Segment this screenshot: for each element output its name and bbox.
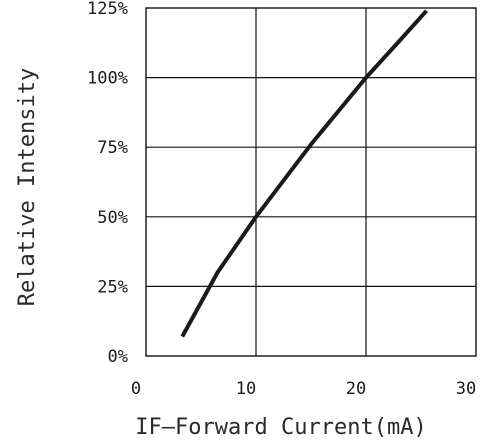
y-axis-label: Relative Intensity <box>15 68 40 306</box>
y-gridlines <box>146 76 476 287</box>
x-tick-labels: 0 10 20 30 <box>131 379 476 399</box>
x-tick-label: 10 <box>236 379 256 399</box>
y-tick-label: 100% <box>87 69 128 89</box>
plot-area <box>145 7 477 357</box>
series-line <box>180 9 428 338</box>
y-tick-label: 50% <box>97 208 128 228</box>
x-gridlines <box>255 8 367 356</box>
series-group <box>180 9 428 338</box>
y-tick-label: 75% <box>97 138 128 158</box>
y-tick-labels: 0% 25% 50% 75% 100% 125% <box>87 0 128 367</box>
plot-frame <box>145 7 477 357</box>
y-tick-label: 0% <box>108 347 128 367</box>
y-tick-label: 125% <box>87 0 128 19</box>
x-tick-label: 20 <box>346 379 366 399</box>
x-axis-label: IF—Forward Current(mA) <box>135 415 426 440</box>
y-tick-label: 25% <box>97 277 128 297</box>
x-tick-label: 30 <box>456 379 476 399</box>
x-tick-label: 0 <box>131 379 141 399</box>
